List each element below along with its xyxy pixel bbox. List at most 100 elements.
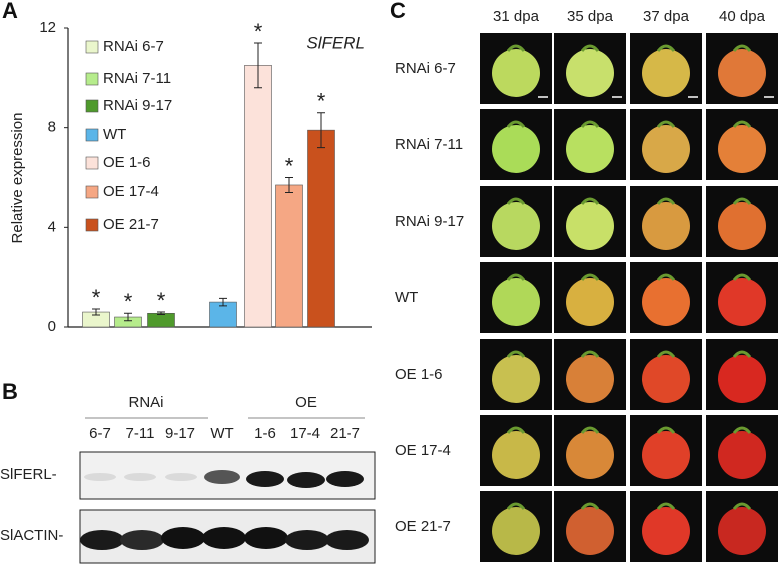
fruit xyxy=(492,431,540,479)
fruit xyxy=(566,355,614,403)
blot-group: OE xyxy=(295,394,317,411)
lane-label: 17-4 xyxy=(290,425,320,442)
bar xyxy=(307,129,335,328)
fruit xyxy=(718,49,766,97)
stem xyxy=(580,120,600,128)
stem xyxy=(732,350,752,358)
row-label: RNAi 9-17 xyxy=(395,213,464,230)
legend-swatch xyxy=(85,218,99,232)
stem xyxy=(506,197,526,205)
legend-swatch xyxy=(85,128,99,142)
fruit xyxy=(566,431,614,479)
stem xyxy=(656,350,676,358)
legend-swatch xyxy=(85,99,99,113)
stem xyxy=(580,197,600,205)
fruit xyxy=(492,355,540,403)
stem xyxy=(580,426,600,434)
stem xyxy=(656,426,676,434)
stem xyxy=(732,44,752,52)
legend-label: OE 21-7 xyxy=(103,216,159,233)
lane-label: 9-17 xyxy=(165,425,195,442)
fruit xyxy=(642,507,690,555)
column-label: 31 dpa xyxy=(493,8,540,25)
fruit xyxy=(492,507,540,555)
fruit xyxy=(642,125,690,173)
legend-label: OE 17-4 xyxy=(103,183,159,200)
lane-label: 1-6 xyxy=(254,425,276,442)
lane-label: 21-7 xyxy=(330,425,360,442)
stem xyxy=(580,273,600,281)
blot-row-label: SlACTIN- xyxy=(0,527,63,544)
fruit xyxy=(718,355,766,403)
row-label: WT xyxy=(395,289,418,306)
stem xyxy=(656,502,676,510)
bar xyxy=(147,312,175,328)
significance: * xyxy=(285,153,294,178)
stem xyxy=(506,273,526,281)
lane-label: 6-7 xyxy=(89,425,111,442)
fruit xyxy=(642,202,690,250)
bar xyxy=(244,65,272,328)
legend-swatch xyxy=(85,185,99,199)
panel-label: A xyxy=(2,0,18,23)
fruit xyxy=(718,202,766,250)
fruit xyxy=(642,431,690,479)
row-label: OE 1-6 xyxy=(395,366,443,383)
row-label: RNAi 6-7 xyxy=(395,60,456,77)
stem xyxy=(506,44,526,52)
fruit xyxy=(566,49,614,97)
y-tick-label: 4 xyxy=(48,218,56,235)
fruit xyxy=(492,202,540,250)
stem xyxy=(656,44,676,52)
panel-label: C xyxy=(390,0,406,23)
error-bar xyxy=(92,308,100,316)
legend-label: WT xyxy=(103,126,126,143)
significance: * xyxy=(157,288,166,313)
y-tick-label: 0 xyxy=(48,318,56,335)
fruit xyxy=(566,125,614,173)
error-bar xyxy=(285,177,293,193)
stem xyxy=(580,350,600,358)
significance: * xyxy=(92,285,101,310)
legend-label: RNAi 6-7 xyxy=(103,38,164,55)
column-label: 35 dpa xyxy=(567,8,614,25)
legend-swatch xyxy=(85,40,99,54)
chart-title: SlFERL xyxy=(306,33,365,52)
fruit xyxy=(718,278,766,326)
stem xyxy=(580,502,600,510)
fruit xyxy=(642,49,690,97)
error-bar xyxy=(157,311,165,316)
significance: * xyxy=(254,19,263,44)
fruit xyxy=(718,431,766,479)
significance: * xyxy=(124,289,133,314)
stem xyxy=(732,197,752,205)
error-bar xyxy=(219,297,227,307)
stem xyxy=(506,426,526,434)
stem xyxy=(732,273,752,281)
stem xyxy=(732,426,752,434)
blot-row-label: SlFERL- xyxy=(0,466,57,483)
row-label: RNAi 7-11 xyxy=(395,136,463,153)
fruit xyxy=(566,507,614,555)
lane-label: WT xyxy=(210,425,233,442)
error-bar xyxy=(254,42,262,89)
stem xyxy=(656,197,676,205)
panel-label: B xyxy=(2,379,18,404)
stem xyxy=(506,120,526,128)
fruit xyxy=(566,202,614,250)
stem xyxy=(656,273,676,281)
stem xyxy=(506,350,526,358)
fruit xyxy=(492,278,540,326)
fruit xyxy=(642,278,690,326)
legend-label: OE 1-6 xyxy=(103,154,151,171)
stem xyxy=(580,44,600,52)
legend-label: RNAi 7-11 xyxy=(103,70,171,87)
row-label: OE 21-7 xyxy=(395,518,451,535)
stem xyxy=(732,120,752,128)
column-label: 40 dpa xyxy=(719,8,766,25)
y-tick-label: 8 xyxy=(48,119,56,136)
blot-group: RNAi xyxy=(128,394,163,411)
stem xyxy=(732,502,752,510)
stem xyxy=(506,502,526,510)
legend-swatch xyxy=(85,72,99,86)
